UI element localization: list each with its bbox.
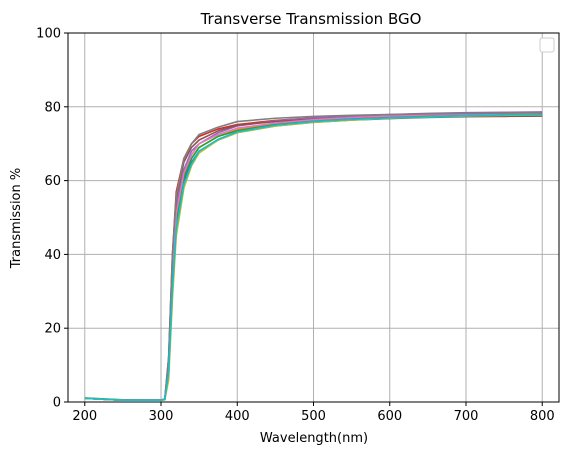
x-axis-label: Wavelength(nm): [260, 431, 368, 446]
axis-ticks: 200 300 400 500 600 700 800 0 20 40 60 80 100: [36, 27, 554, 425]
x-tick-label: 600: [377, 409, 402, 424]
y-tick-label: 20: [44, 322, 61, 337]
chart-title: Transverse Transmission BGO: [200, 10, 422, 28]
y-tick-label: 60: [44, 174, 61, 189]
x-tick-label: 300: [149, 409, 174, 424]
x-tick-label: 700: [454, 409, 479, 424]
y-tick-label: 100: [36, 27, 61, 42]
legend-box: [540, 38, 554, 52]
y-axis-label: Transmission %: [9, 168, 24, 269]
y-tick-label: 80: [44, 100, 61, 115]
x-tick-label: 200: [72, 409, 97, 424]
y-tick-label: 40: [44, 248, 61, 263]
x-tick-label: 500: [301, 409, 326, 424]
y-tick-label: 0: [53, 396, 61, 411]
x-tick-label: 800: [530, 409, 555, 424]
x-tick-label: 400: [225, 409, 250, 424]
grid-lines: [68, 33, 559, 402]
